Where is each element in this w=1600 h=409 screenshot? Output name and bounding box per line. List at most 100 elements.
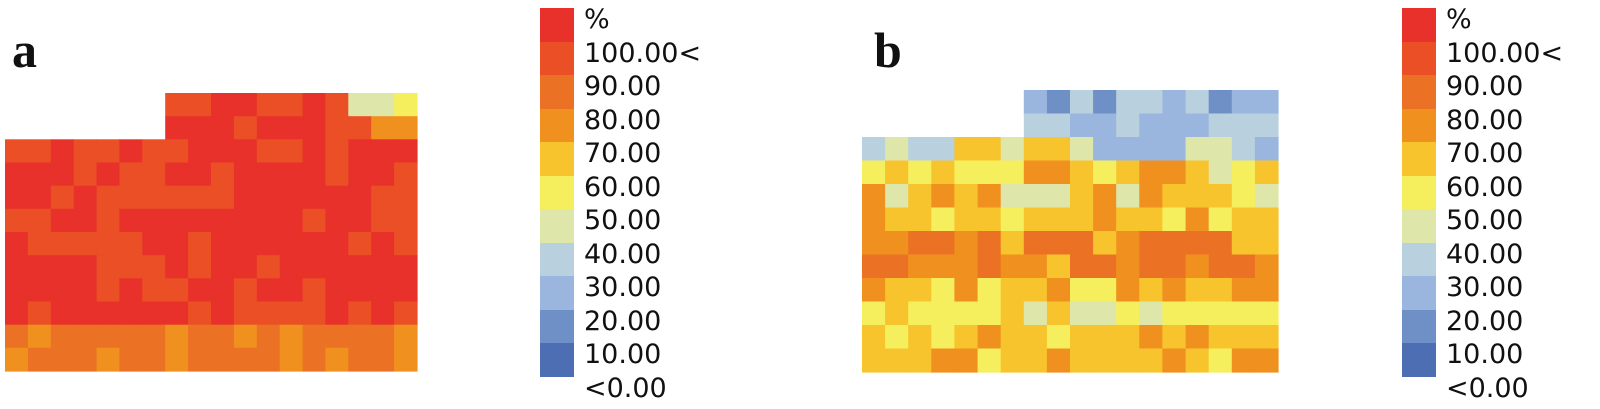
- panel-b-scale-label: 40.00: [1446, 238, 1524, 270]
- panel-a-cell: [50, 232, 75, 256]
- panel-a-cell: [50, 255, 75, 279]
- panel-b-cell: [1046, 90, 1071, 115]
- panel-a-cell: [27, 208, 52, 233]
- panel-b-cell: [1231, 160, 1256, 185]
- panel-a-cell: [325, 301, 349, 326]
- panel-b-cell: [1162, 160, 1187, 185]
- panel-a-cell: [233, 116, 258, 140]
- panel-b-cell: [1093, 254, 1117, 279]
- panel-b-cell: [1023, 278, 1048, 303]
- panel-a-cell: [165, 185, 189, 210]
- panel-a-cell: [119, 139, 143, 164]
- panel-b-cell: [1162, 113, 1187, 138]
- panel-b-cell: [1070, 184, 1094, 209]
- panel-a-cell: [5, 139, 29, 164]
- panel-a-scale-swatch: [540, 309, 574, 344]
- panel-b-cell: [1116, 301, 1140, 326]
- panel-a-cell: [188, 208, 212, 233]
- panel-b-cell: [1000, 160, 1025, 185]
- panel-b-scale-swatch: [1402, 242, 1436, 277]
- panel-a-cell: [211, 93, 235, 117]
- panel-a-cell: [96, 208, 121, 233]
- panel-b-cell: [862, 348, 886, 373]
- panel-b-cell: [1139, 207, 1163, 232]
- panel-b-cell: [1254, 254, 1279, 279]
- panel-b-cell: [1208, 184, 1233, 209]
- panel-a-cell: [142, 208, 166, 233]
- panel-a-cell: [188, 185, 212, 210]
- panel-b-scale-swatch: [1402, 108, 1436, 143]
- panel-b-cell: [1185, 184, 1210, 209]
- panel-b-scale-label: 60.00: [1446, 171, 1524, 203]
- panel-b-cell: [1231, 113, 1256, 138]
- panel-a-cell: [27, 162, 52, 187]
- panel-a-cell: [142, 162, 166, 187]
- panel-b: b % 100.00< 90.00 80.00 70.00 60.00 50.00 40.0…: [800, 0, 1600, 409]
- panel-b-cell: [977, 348, 1002, 373]
- panel-b-scale-label: 30.00: [1446, 272, 1524, 303]
- panel-b-cell: [1208, 325, 1233, 350]
- panel-a-cell: [233, 347, 258, 372]
- panel-a-cell: [188, 301, 212, 326]
- panel-a-cell: [279, 232, 304, 256]
- panel-b-cell: [1093, 184, 1117, 209]
- panel-b-cell: [885, 348, 909, 373]
- panel-a-cell: [394, 347, 418, 372]
- panel-b-cell: [931, 254, 955, 279]
- panel-a-cell: [233, 301, 258, 326]
- panel-b-cell: [1093, 348, 1117, 373]
- panel-b-cell: [1231, 231, 1256, 256]
- panel-a-cell: [302, 324, 327, 349]
- panel-a-cell: [96, 278, 121, 303]
- panel-a-cell: [188, 93, 212, 117]
- panel-b-scale-swatch: [1402, 142, 1436, 176]
- panel-a-cell: [325, 139, 349, 164]
- panel-b-cell: [977, 184, 1002, 209]
- panel-b-cell: [977, 231, 1002, 256]
- panel-a-cell: [96, 301, 121, 326]
- panel-b-cell: [1254, 113, 1279, 138]
- panel-b-cell: [1254, 325, 1279, 350]
- panel-b-cell: [1162, 137, 1187, 162]
- panel-a-cell: [96, 324, 121, 349]
- panel-b-scale-swatch: [1402, 8, 1436, 42]
- panel-b-cell: [931, 348, 955, 373]
- panel-a-cell: [188, 162, 212, 187]
- panel-a: a % 100.00< 90.00 80.00 70.00 60.00 50.00 40.0…: [0, 0, 760, 409]
- panel-b-cell: [1116, 348, 1140, 373]
- panel-b-cell: [977, 137, 1002, 162]
- panel-a-scale-label: 30.00: [584, 272, 662, 303]
- panel-a-cell: [27, 301, 52, 326]
- panel-a-cell: [50, 162, 75, 187]
- panel-b-scale-label: 80.00: [1446, 104, 1524, 136]
- panel-a-cell: [50, 324, 75, 349]
- panel-a-cell: [73, 208, 98, 233]
- panel-b-cell: [1254, 184, 1279, 209]
- panel-a-cell: [50, 208, 75, 233]
- panel-a-cell: [394, 208, 418, 233]
- panel-a-cell: [394, 116, 418, 140]
- panel-a-cell: [302, 278, 327, 303]
- panel-b-cell: [1254, 278, 1279, 303]
- panel-b-cell: [1070, 325, 1094, 350]
- panel-a-cell: [50, 185, 75, 210]
- panel-a-cell: [211, 208, 235, 233]
- panel-b-cell: [1139, 278, 1163, 303]
- panel-a-cell: [96, 232, 121, 256]
- panel-a-cell: [165, 139, 189, 164]
- panel-a-cell: [394, 255, 418, 279]
- panel-b-cell: [1070, 231, 1094, 256]
- panel-b-cell: [1231, 325, 1256, 350]
- panel-a-cell: [96, 162, 121, 187]
- panel-b-cell: [1185, 348, 1210, 373]
- panel-a-cell: [233, 185, 258, 210]
- panel-a-cell: [371, 301, 395, 326]
- panel-a-cell: [233, 139, 258, 164]
- panel-b-scale-label: 100.00<: [1446, 37, 1564, 69]
- panel-a-cell: [256, 324, 281, 349]
- panel-a-cell: [302, 208, 327, 233]
- panel-a-cell: [302, 93, 327, 117]
- panel-b-cell: [1046, 254, 1071, 279]
- panel-a-cell: [348, 301, 372, 326]
- panel-a-cell: [50, 347, 75, 372]
